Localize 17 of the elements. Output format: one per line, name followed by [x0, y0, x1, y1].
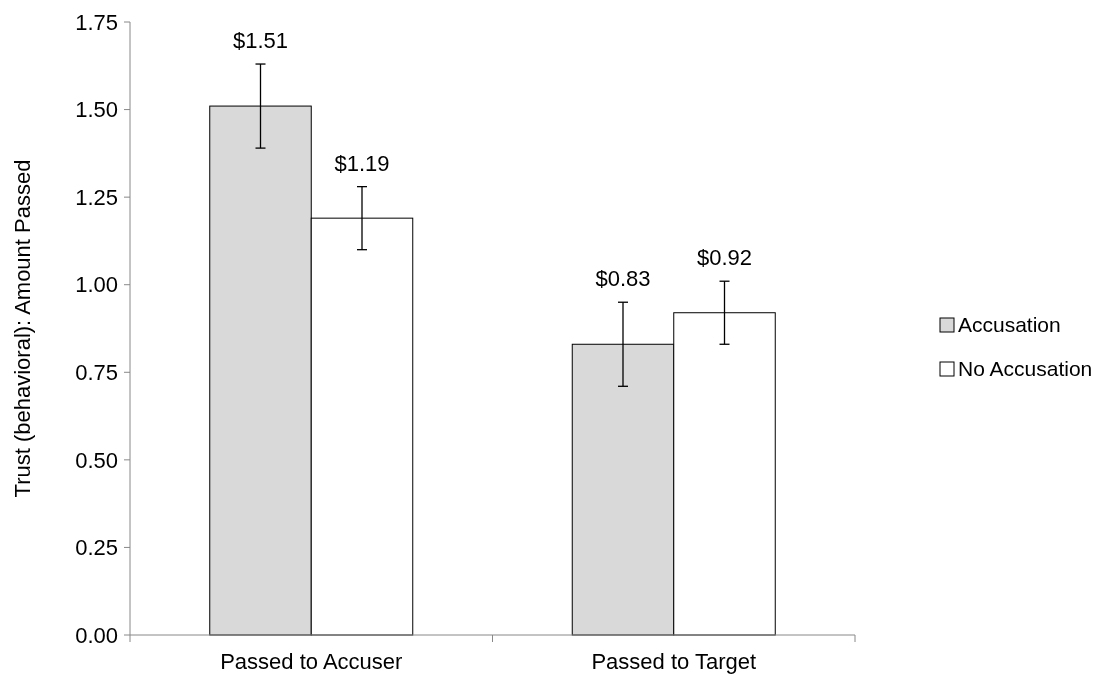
y-tick-label: 0.75: [75, 359, 118, 385]
data-label: $0.92: [696, 245, 753, 271]
y-tick-label: 0.00: [75, 622, 118, 648]
x-tick-label: Passed to Target: [591, 649, 757, 674]
y-tick-label: 1.00: [75, 272, 118, 298]
y-tick-label: 0.25: [75, 535, 118, 561]
data-label: $1.19: [334, 150, 390, 176]
x-tick-label: Passed to Accuser: [220, 649, 403, 674]
y-tick-label: 1.75: [75, 9, 118, 35]
y-axis-title: Trust (behavioral): Amount Passed: [10, 159, 35, 498]
data-label: $1.51: [232, 28, 289, 54]
legend-label: No Accusation: [958, 357, 1093, 381]
data-label: $0.83: [595, 266, 651, 292]
y-tick-label: 1.50: [75, 97, 118, 123]
legend-label: Accusation: [958, 313, 1061, 337]
y-tick-label: 0.50: [75, 447, 118, 473]
y-tick-label: 1.25: [75, 184, 118, 210]
